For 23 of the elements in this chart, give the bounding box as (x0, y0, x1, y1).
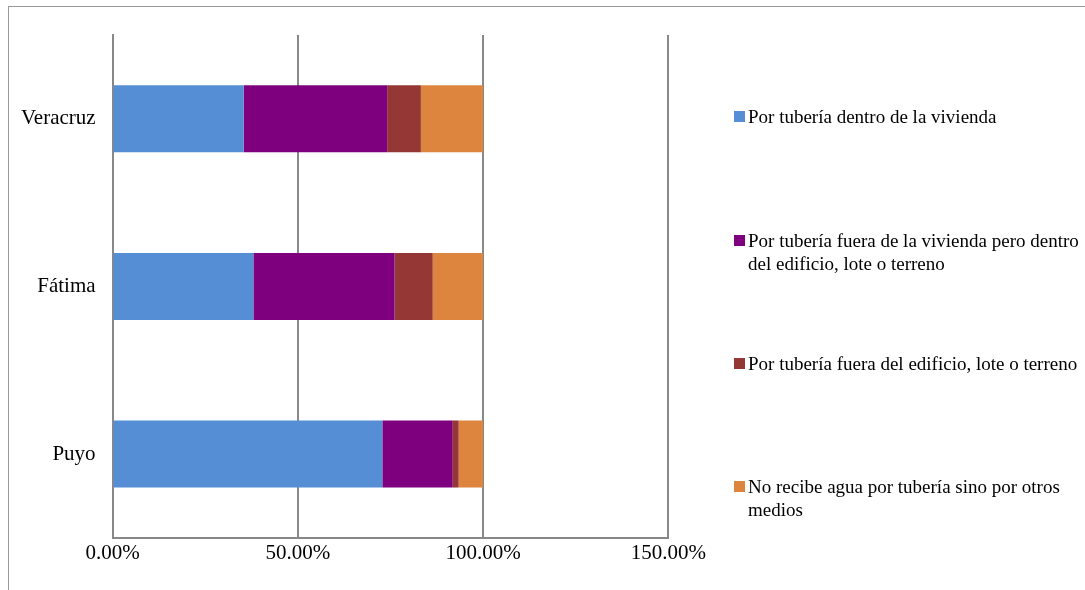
bar (387, 85, 421, 153)
y-tick-label: Veracruz (21, 105, 96, 130)
x-tick-label: 0.00% (85, 539, 140, 564)
legend-label: Por tubería dentro de la vivienda (748, 105, 997, 128)
y-tick-label: Puyo (52, 440, 96, 465)
bar (113, 420, 383, 488)
bar (458, 420, 484, 488)
bar (420, 85, 484, 153)
legend-label: Por tubería fuera del edificio, lote o terreno (748, 352, 1078, 375)
bar (432, 252, 484, 320)
x-tick-label: 100.00% (445, 539, 521, 564)
bar (394, 252, 433, 320)
bar (113, 252, 254, 320)
bar (452, 420, 459, 488)
x-tick-label: 150.00% (630, 539, 706, 564)
bar (243, 85, 388, 153)
bar (382, 420, 453, 488)
bar (113, 85, 244, 153)
x-tick-label: 50.00% (265, 539, 331, 564)
legend-label: Por tubería fuera de la vivienda pero dentro del edificio, lote o terreno (748, 229, 1079, 275)
y-tick-label: Fátima (37, 272, 97, 297)
bar (253, 252, 395, 320)
legend-label: No recibe agua por tubería sino por otros medios (748, 475, 1061, 521)
